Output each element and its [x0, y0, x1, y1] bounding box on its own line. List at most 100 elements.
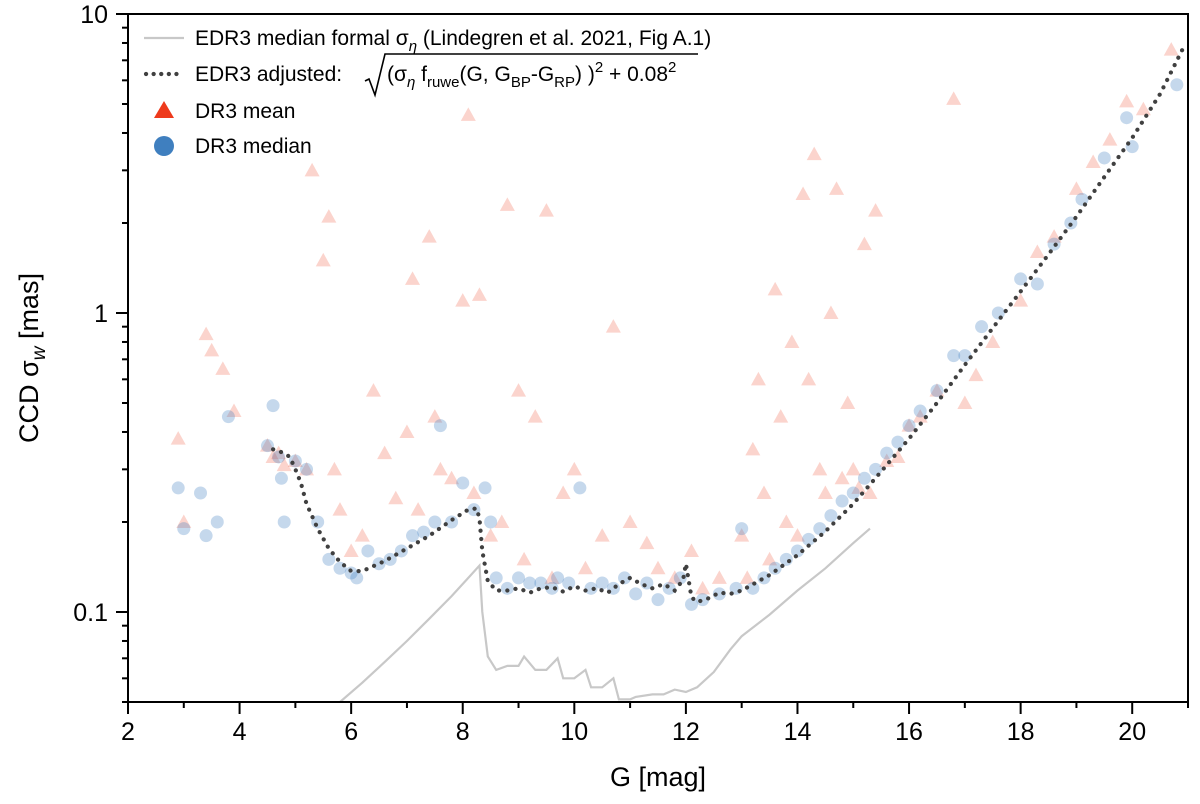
- dr3-mean-point: [332, 502, 348, 516]
- dr3-mean-point: [829, 181, 845, 195]
- legend: EDR3 median formal ση (Lindegren et al. …: [143, 27, 711, 158]
- legend-formal-label: EDR3 median formal ση (Lindegren et al. …: [195, 27, 711, 55]
- dr3-mean-point: [511, 383, 527, 397]
- dr3-mean-point: [773, 409, 789, 423]
- dr3-mean-point: [388, 490, 404, 505]
- dr3-median-point: [445, 515, 459, 529]
- dr3-mean-point: [711, 570, 727, 584]
- dr3-mean-point: [1029, 244, 1045, 258]
- dr3-median-point: [857, 471, 871, 485]
- y-tick-label: 10: [80, 1, 108, 29]
- dr3-mean-point: [1102, 132, 1118, 146]
- legend-adjusted-formula: (ση fruwe(G, GBP-GRP) )2 + 0.082: [387, 59, 676, 91]
- dr3-mean-point: [170, 431, 186, 445]
- dr3-median-point: [406, 529, 420, 543]
- dr3-median-point: [221, 410, 235, 424]
- dr3-mean-point: [421, 229, 437, 243]
- dr3-mean-point: [499, 197, 515, 211]
- dr3-mean-point: [840, 395, 856, 410]
- dr3-median-point: [489, 571, 503, 585]
- dr3-mean-point: [215, 361, 231, 375]
- dr3-mean-point: [460, 107, 476, 121]
- dr3-median-point: [947, 349, 961, 363]
- dr3-median-point: [171, 481, 185, 495]
- dr3-mean-point: [405, 271, 421, 285]
- dr3-median-point: [545, 581, 559, 595]
- dr3-mean-point: [739, 570, 755, 584]
- dr3-mean-point: [622, 514, 638, 528]
- dr3-mean-point: [817, 485, 833, 500]
- dr3-median-point: [573, 481, 587, 495]
- dr3-median-point: [746, 581, 760, 595]
- dr3-median-point: [523, 576, 537, 590]
- x-tick-label: 10: [560, 718, 588, 746]
- dr3-median-point: [958, 349, 972, 363]
- dr3-mean-point: [544, 570, 560, 584]
- dr3-median-point: [930, 384, 944, 398]
- dr3-mean-point: [538, 203, 554, 217]
- x-tick-label: 14: [784, 718, 812, 746]
- dr3-mean-point: [455, 293, 471, 307]
- dr3-median-point: [456, 476, 470, 490]
- dr3-median-point: [210, 515, 224, 529]
- dr3-mean-point: [444, 470, 460, 485]
- dr3-median-point: [712, 587, 726, 601]
- dr3-median-point: [991, 306, 1005, 320]
- dr3-median-point: [629, 587, 643, 601]
- dr3-mean-point: [276, 457, 292, 472]
- dr3-median-point: [1097, 151, 1111, 165]
- dr3-mean-point: [957, 395, 973, 410]
- dr3-mean-point: [1119, 93, 1135, 108]
- dr3-median-point: [684, 597, 698, 611]
- dr3-median-point: [584, 581, 598, 595]
- dr3-mean-point: [527, 409, 543, 423]
- dr3-median-point: [428, 515, 442, 529]
- y-axis-title-sub: w: [29, 345, 50, 360]
- dr3-median-point: [534, 576, 548, 590]
- dr3-mean-point: [516, 551, 532, 566]
- dr3-mean-point: [778, 514, 794, 528]
- dr3-mean-point: [784, 334, 800, 348]
- dr3-mean-point: [968, 367, 984, 382]
- dr3-mean-point: [834, 470, 850, 485]
- y-tick-label: 1: [94, 300, 108, 328]
- dr3-median-point: [500, 581, 514, 595]
- dr3-mean-point: [1085, 154, 1101, 168]
- plot-area: [170, 42, 1185, 702]
- dr3-mean-point: [326, 461, 342, 476]
- dr3-mean-point: [1046, 229, 1062, 243]
- axes: 2 4 6 8 10 12 14 16 18 20 0.1 1 10: [73, 1, 1189, 746]
- dr3-mean-point: [890, 449, 906, 463]
- dr3-mean-point: [812, 461, 828, 476]
- x-tick-label: 2: [121, 718, 135, 746]
- dr3-mean-point: [321, 209, 337, 223]
- dr3-mean-point: [471, 287, 487, 301]
- dr3-median-point: [260, 439, 274, 453]
- dr3-mean-point: [494, 514, 510, 528]
- dr3-median-point: [277, 515, 291, 529]
- dr3-mean-point: [432, 461, 448, 476]
- y-axis: 0.1 1 10: [73, 1, 128, 703]
- dr3-mean-point: [750, 371, 766, 386]
- legend-mean-marker: [154, 101, 174, 118]
- dr3-mean-point: [555, 485, 571, 500]
- dr3-mean-point: [1163, 42, 1179, 56]
- dr3-median-point: [266, 399, 280, 413]
- dr3-median-point: [891, 435, 905, 449]
- dr3-median-point: [880, 446, 894, 460]
- x-tick-label: 18: [1007, 718, 1035, 746]
- x-tick-label: 20: [1118, 718, 1146, 746]
- dr3-mean-point: [1013, 293, 1029, 307]
- dr3-median-point: [300, 462, 314, 476]
- dr3-mean-point: [745, 441, 761, 456]
- dr3-median-point: [1120, 111, 1134, 125]
- dr3-mean-point: [985, 334, 1001, 348]
- dr3-median-point: [361, 544, 375, 558]
- dr3-median-point: [673, 571, 687, 585]
- dr3-median-point: [735, 522, 749, 536]
- dr3-mean-point: [265, 449, 281, 463]
- dr3-median-point: [177, 522, 191, 536]
- dr3-median-point: [1030, 277, 1044, 291]
- dr3-median-point: [194, 486, 208, 500]
- dr3-mean-point: [204, 342, 220, 357]
